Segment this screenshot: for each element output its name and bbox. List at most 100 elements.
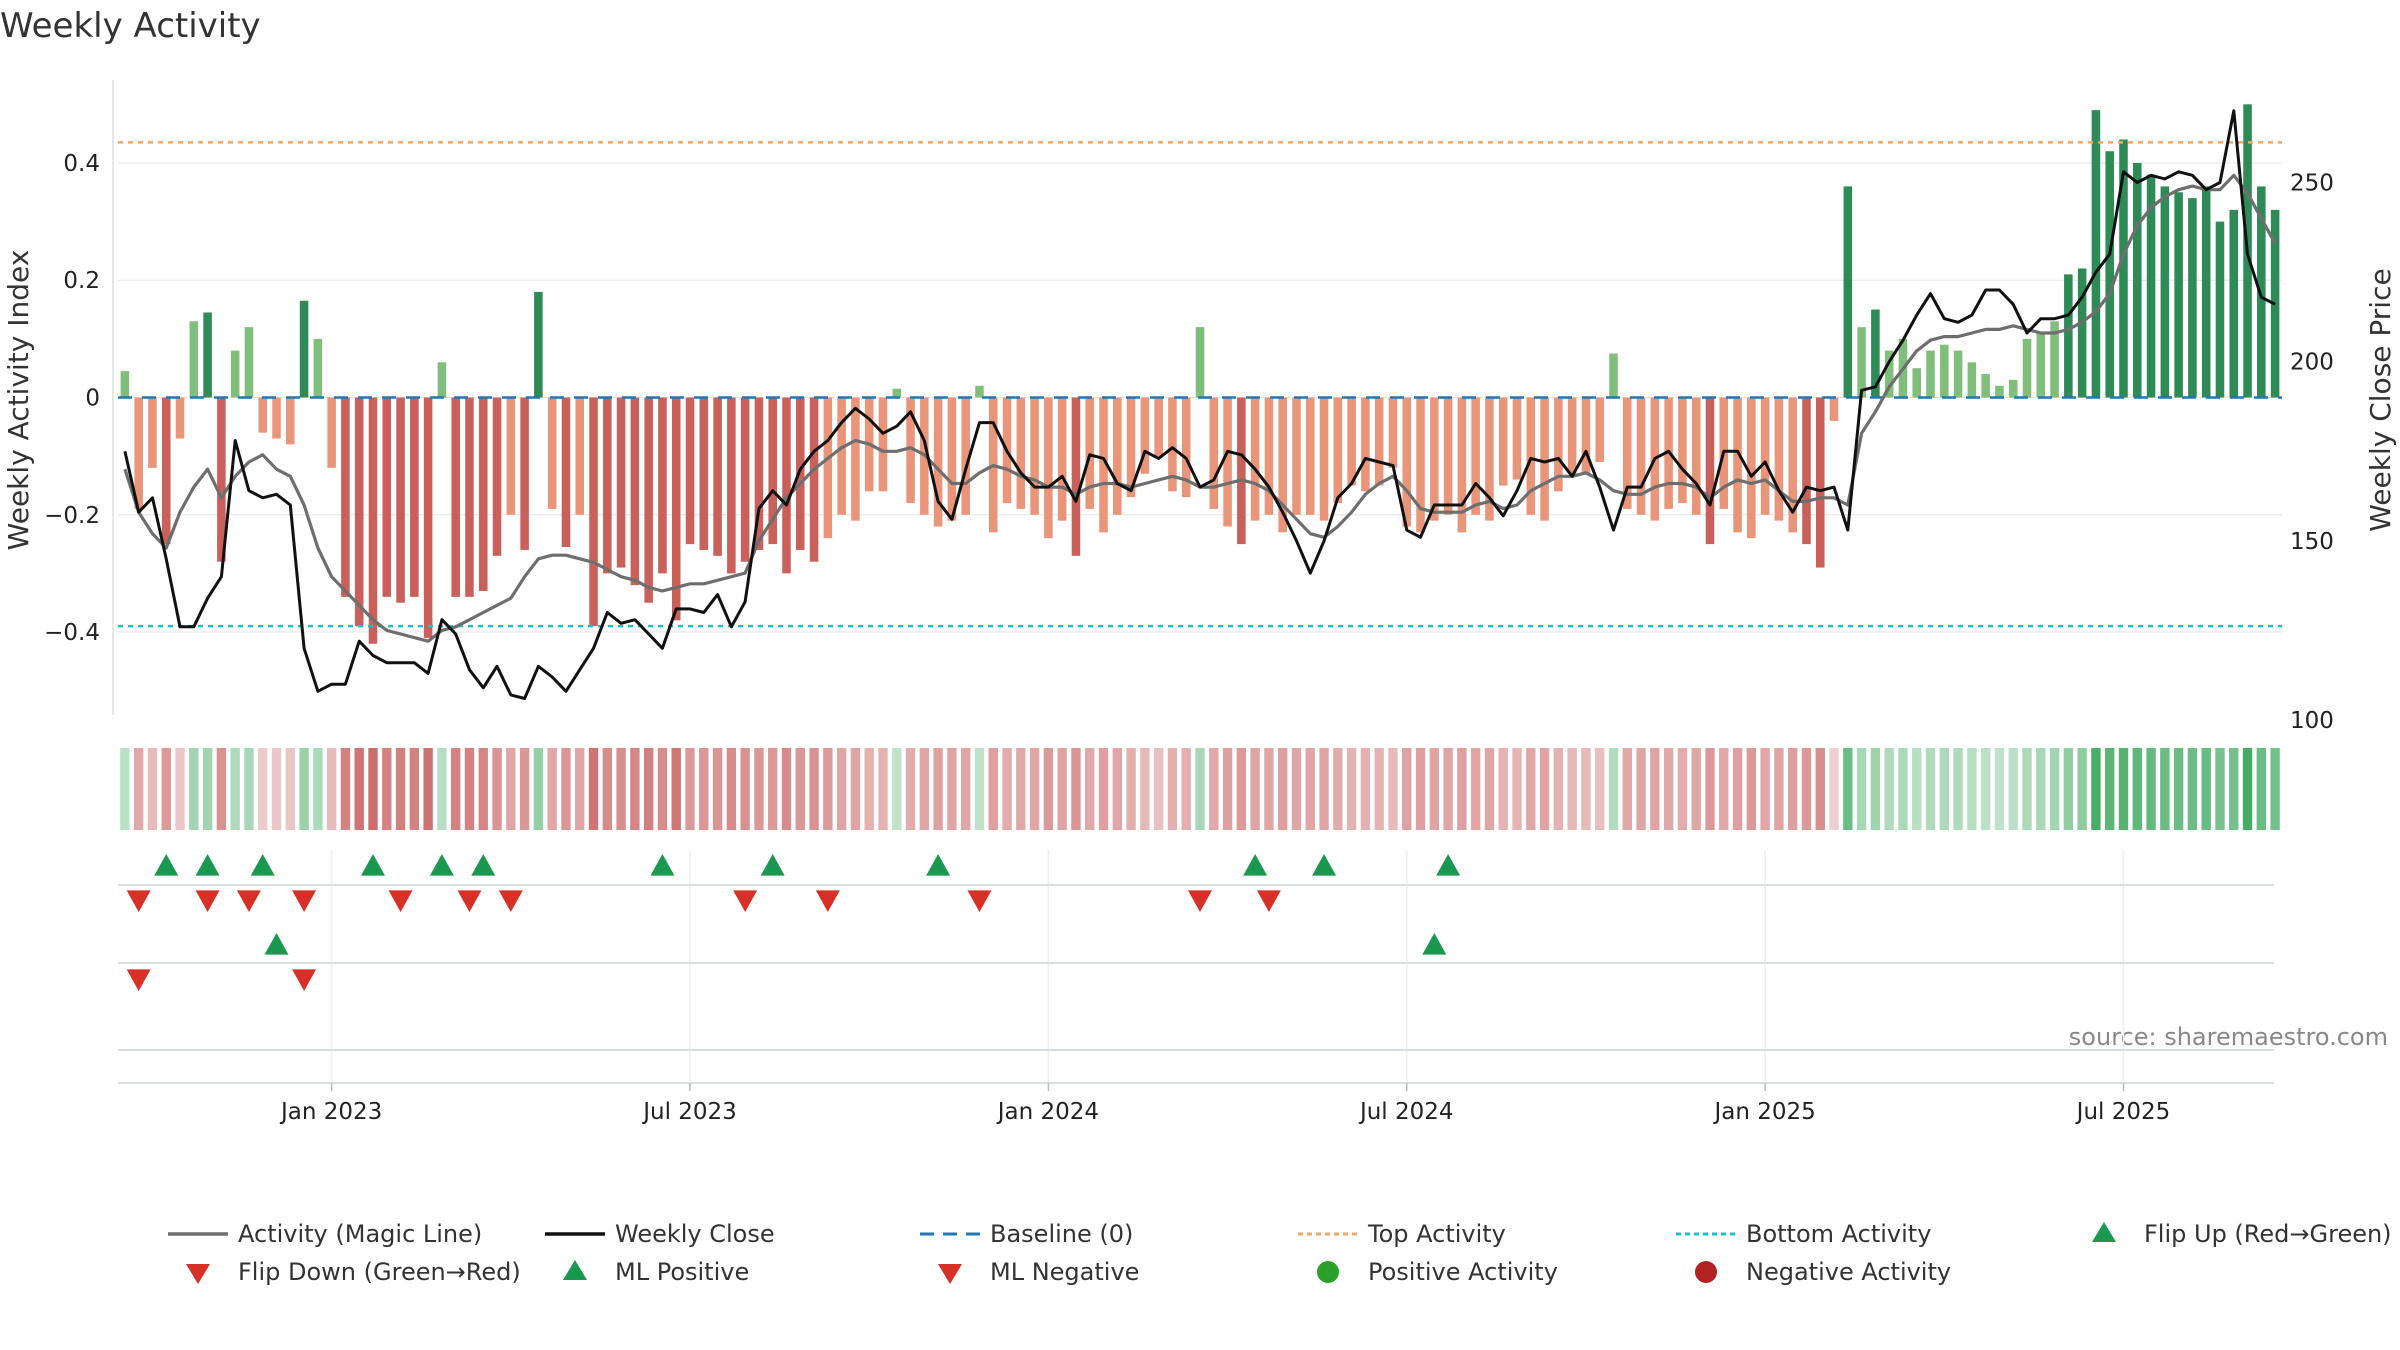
activity-bar (1402, 397, 1412, 527)
legend-item: Positive Activity (1317, 1258, 1558, 1286)
activity-bar (2201, 186, 2211, 398)
activity-bar (1760, 397, 1770, 515)
heat-cell (1512, 748, 1522, 830)
heat-cell (1402, 748, 1412, 830)
left-tick-label: 0.4 (63, 151, 100, 177)
heat-cell (1677, 748, 1688, 830)
heat-cell (1925, 748, 1936, 830)
activity-bar (2119, 139, 2128, 398)
flip-up-marker (1312, 854, 1337, 876)
flip-up-marker (360, 854, 385, 876)
legend-item: Flip Down (Green→Red) (186, 1258, 521, 1286)
activity-bar (1884, 350, 1894, 398)
activity-bar (2160, 186, 2170, 398)
flip-up-marker (429, 854, 454, 876)
activity-bar (727, 397, 736, 574)
legend-item: Baseline (0) (920, 1220, 1133, 1248)
flip-markers (118, 854, 2274, 1084)
x-tick-label: Jan 2024 (996, 1099, 1099, 1125)
heat-cell (2105, 748, 2115, 830)
heat-cell (1719, 748, 1729, 830)
activity-bar (354, 397, 364, 627)
activity-bar (327, 397, 336, 468)
heat-cell (1746, 748, 1757, 830)
left-tick-label: 0.2 (63, 268, 100, 294)
heat-cell (478, 748, 488, 830)
heat-cell (451, 748, 461, 830)
heat-cell (561, 748, 571, 830)
activity-bar (671, 397, 681, 621)
legend-label: Flip Down (Green→Red) (238, 1258, 521, 1286)
activity-bar (2022, 338, 2032, 398)
heat-cell (1608, 748, 1619, 830)
heat-cell (1181, 748, 1191, 830)
heat-cell (1264, 748, 1274, 830)
activity-bar (1554, 397, 1563, 492)
activity-bar (1498, 397, 1508, 486)
flip-up-marker (760, 854, 785, 876)
activity-bar (189, 321, 199, 398)
legend-item: Top Activity (1298, 1220, 1506, 1248)
activity-bar (2188, 198, 2197, 398)
activity-bar (1237, 397, 1246, 545)
heat-cell (382, 748, 392, 830)
activity-bar (603, 397, 612, 574)
legend-label: Bottom Activity (1746, 1220, 1931, 1248)
activity-bar (1705, 397, 1715, 545)
activity-bar (217, 397, 226, 562)
flip-up-marker (650, 854, 675, 876)
activity-bar (1181, 397, 1191, 498)
heat-cell (768, 748, 778, 830)
activity-bar (1636, 397, 1646, 515)
heat-cell (1291, 748, 1302, 830)
flip-up-marker (926, 854, 951, 876)
heat-cell (1967, 748, 1977, 830)
heat-cell (1595, 748, 1605, 830)
legend-item: Bottom Activity (1676, 1220, 1931, 1248)
flip-down-marker (195, 890, 220, 912)
heat-cell (988, 748, 998, 830)
flip-down-marker (388, 890, 413, 912)
activity-bar (1030, 397, 1039, 515)
activity-bar (368, 397, 378, 644)
activity-bar (272, 397, 281, 439)
legend-item: Activity (Magic Line) (168, 1220, 482, 1248)
activity-bar (1733, 397, 1742, 533)
activity-bar (2077, 268, 2087, 398)
heat-cell (616, 748, 626, 830)
heat-cell (1333, 748, 1343, 830)
heat-cell (2118, 748, 2129, 830)
activity-bar (1926, 350, 1935, 398)
flip-up-marker (195, 854, 220, 876)
heat-cell (423, 748, 433, 830)
magic-line (123, 173, 2277, 643)
heat-cell (1870, 748, 1881, 830)
heat-cell (1016, 748, 1026, 830)
legend-swatch (938, 1264, 962, 1284)
heat-cell (519, 748, 530, 830)
heat-cell (1980, 748, 1991, 830)
legend-swatch (1695, 1261, 1717, 1283)
heat-cell (630, 748, 640, 830)
activity-bar (1691, 397, 1701, 515)
activity-bar (230, 350, 240, 398)
activity-bar (1953, 350, 1963, 398)
heat-cell (699, 748, 709, 830)
heat-cell (2132, 748, 2142, 830)
heat-cell (285, 748, 295, 830)
activity-bar (1016, 397, 1026, 509)
activity-bar (1940, 344, 1949, 398)
activity-bar (1995, 385, 2004, 398)
activity-bar (961, 397, 970, 515)
activity-bar (1747, 397, 1756, 539)
legend-swatch (563, 1260, 587, 1280)
activity-bar (382, 397, 392, 597)
heat-cell (1705, 748, 1715, 830)
activity-bar (740, 397, 750, 562)
heat-cell (1057, 748, 1067, 830)
heat-cell (2187, 748, 2198, 830)
heat-cell (189, 748, 199, 830)
heat-cell (1002, 748, 1012, 830)
heat-cell (588, 748, 599, 830)
